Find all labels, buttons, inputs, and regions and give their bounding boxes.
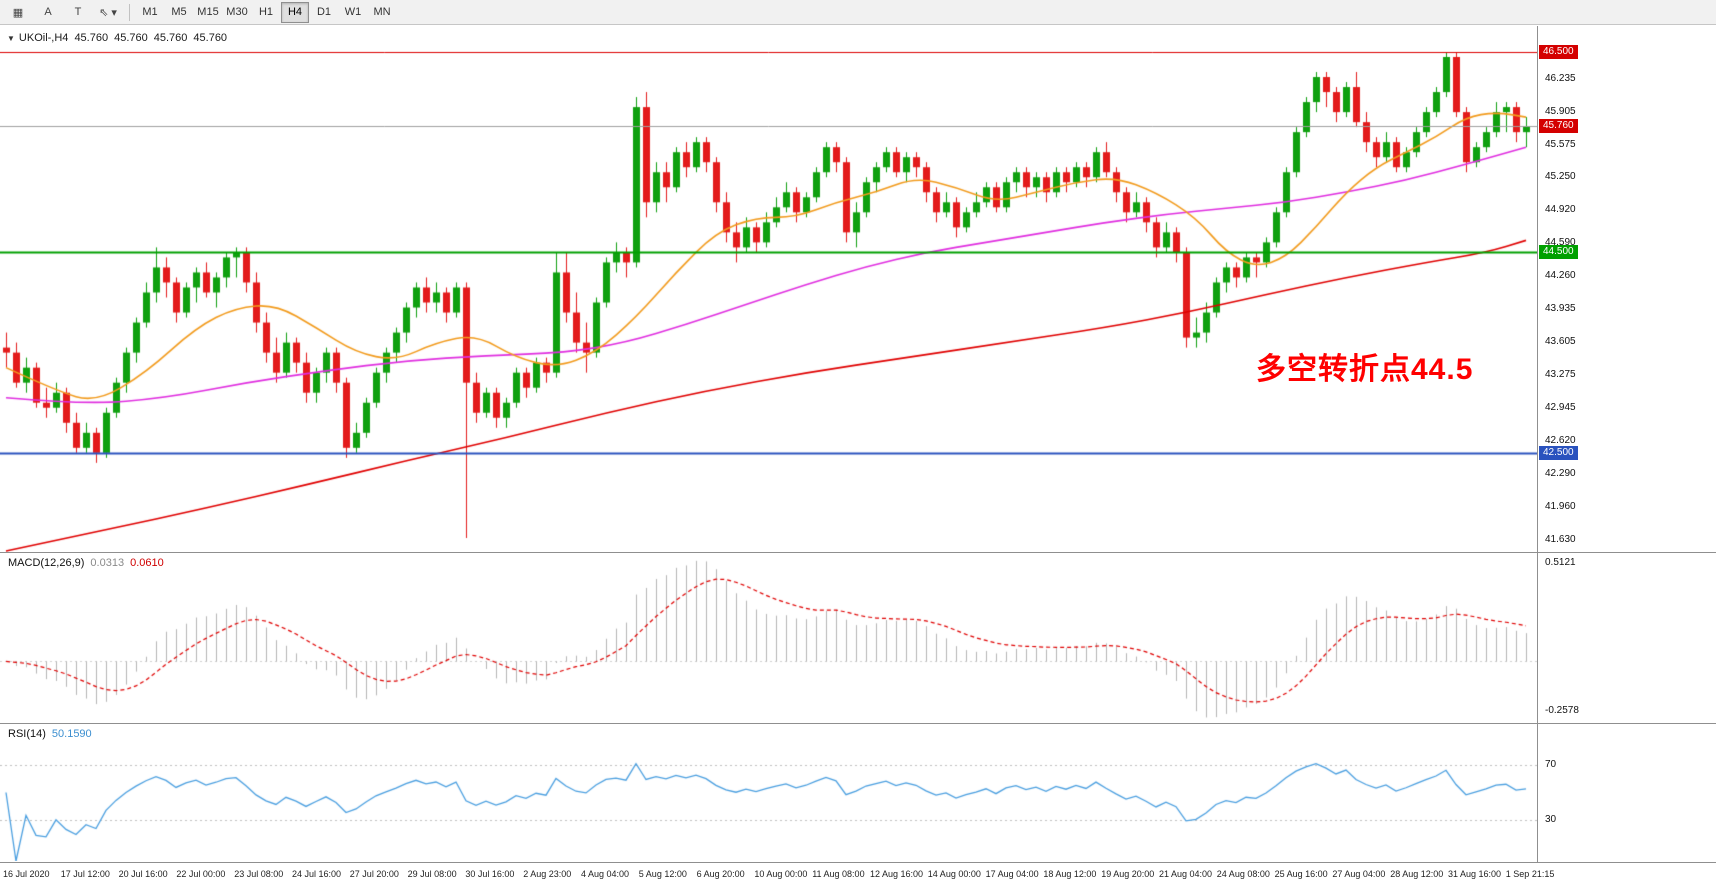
symbol-dropdown-icon[interactable]: ▼ [7,34,15,43]
time-axis-label: 10 Aug 00:00 [754,869,808,879]
toolbar-separator [129,3,130,21]
time-axis-label: 16 Jul 2020 [3,869,50,879]
timeframe-button-m5[interactable]: M5 [171,6,187,18]
macd-scale-max-label: 0.5121 [1545,557,1576,568]
price-axis-label: 45.575 [1545,138,1576,150]
time-axis-label: 20 Jul 16:00 [118,869,168,879]
time-axis-label: 14 Aug 00:00 [927,869,981,879]
price-axis-label: 42.290 [1545,467,1576,479]
time-axis-label: 4 Aug 04:00 [581,869,630,879]
timeframe-toolbar: M1 M5 M15 M30 H1 H4 D1 W1 MN [136,1,396,23]
panel-separator-rsi[interactable] [0,723,1716,724]
price-axis-label: 42.620 [1545,434,1576,446]
time-axis-label: 24 Aug 08:00 [1216,869,1270,879]
time-axis-label: 22 Jul 00:00 [176,869,226,879]
time-axis-label: 17 Aug 04:00 [985,869,1039,879]
time-axis-label: 27 Aug 04:00 [1332,869,1386,879]
price-axis-label: 41.960 [1545,500,1576,512]
price-axis-label: 43.605 [1545,336,1576,348]
macd-signal-value: 0.0610 [130,557,164,569]
time-axis-label: 11 Aug 08:00 [812,869,865,879]
bar-close-value: 45.760 [193,32,228,44]
timeframe-button-m30[interactable]: M30 [226,6,248,18]
rsi-value: 50.1590 [51,728,92,740]
macd-indicator-label: MACD(12,26,9) 0.0313 0.0610 [8,557,164,569]
macd-scale-min-label: -0.2578 [1545,705,1579,716]
price-tag-42.500: 42.500 [1539,445,1578,460]
price-axis-label: 42.945 [1545,402,1576,414]
toolbar-tools: ▦ A T ⇖ ▾ [3,2,123,23]
time-axis-label: 2 Aug 23:00 [523,869,572,879]
timeframe-button-h1[interactable]: H1 [258,6,274,18]
time-axis-label: 6 Aug 20:00 [696,869,745,879]
price-axis-label: 45.250 [1545,171,1576,183]
time-axis-label: 24 Jul 16:00 [292,869,342,879]
macd-main-value: 0.0313 [90,557,125,569]
price-axis-label: 44.260 [1545,270,1576,282]
price-axis-label: 44.920 [1545,204,1576,216]
time-axis-label: 30 Jul 16:00 [465,869,515,879]
rsi-name: RSI(14) [8,728,46,740]
time-axis-label: 17 Jul 12:00 [60,869,110,879]
time-axis-label: 29 Jul 08:00 [407,869,457,879]
time-axis-label: 18 Aug 12:00 [1043,869,1097,879]
time-axis-label: 19 Aug 20:00 [1101,869,1155,879]
tool-text-box-button[interactable]: T [74,6,82,18]
price-axis-label: 41.630 [1545,534,1576,545]
bar-high-value: 45.760 [114,32,148,44]
chart-symbol-info: ▼ UKOil-,H4 45.760 45.760 45.760 45.760 [7,32,227,44]
price-axis-label: 45.905 [1545,105,1576,117]
toolbar: ▦ A T ⇖ ▾ M1 M5 M15 M30 H1 H4 D1 W1 MN [0,0,1716,25]
timeframe-button-w1[interactable]: W1 [344,6,362,18]
rsi-level-70-label: 70 [1545,759,1557,770]
price-tag-44.500: 44.500 [1539,245,1578,260]
time-axis-label: 31 Aug 16:00 [1448,869,1502,879]
time-axis-label: 25 Aug 16:00 [1274,869,1328,879]
tool-charts-grid-button[interactable]: ▦ [12,6,24,19]
bar-low-value: 45.760 [153,32,188,44]
price-axis-label: 43.935 [1545,303,1576,315]
chart-annotation-text[interactable]: 多空转折点44.5 [1256,353,1474,386]
panel-separator-timeaxis [0,862,1716,863]
timeframe-button-m15[interactable]: M15 [197,6,219,18]
time-axis-label: 1 Sep 21:15 [1505,869,1555,879]
price-scale-border [1537,26,1538,863]
timeframe-button-m1[interactable]: M1 [142,6,158,18]
macd-panel-canvas[interactable] [0,553,1537,722]
rsi-indicator-label: RSI(14) 50.1590 [8,728,92,740]
timeframe-button-h4[interactable]: H4 [281,1,309,23]
macd-name: MACD(12,26,9) [8,557,85,569]
price-axis-label: 46.235 [1545,72,1576,84]
time-axis-label: 5 Aug 12:00 [638,869,687,879]
rsi-level-30-label: 30 [1545,814,1557,825]
rsi-panel-canvas[interactable] [0,724,1537,861]
price-tag-46.500: 46.500 [1539,45,1578,59]
price-tag-45.760: 45.760 [1539,119,1578,134]
main-chart-canvas[interactable] [0,26,1537,552]
bar-open-value: 45.760 [74,32,109,44]
panel-separator-macd[interactable] [0,552,1716,553]
time-axis-label: 23 Jul 08:00 [234,869,284,879]
time-axis-label: 28 Aug 12:00 [1390,869,1444,879]
time-axis-label: 12 Aug 16:00 [870,869,924,879]
price-axis-label: 43.275 [1545,369,1576,381]
price-axis-label: 44.590 [1545,237,1576,249]
time-axis[interactable]: 16 Jul 2020 17 Jul 12:00 20 Jul 16:00 22 Ju… [0,863,1716,895]
timeframe-button-mn[interactable]: MN [373,6,391,18]
time-axis-label: 21 Aug 04:00 [1159,869,1213,879]
timeframe-button-d1[interactable]: D1 [316,6,332,18]
time-axis-label: 27 Jul 20:00 [349,869,399,879]
tool-cursor-button[interactable]: ⇖ ▾ [99,6,117,19]
symbol-timeframe-label: UKOil-,H4 [18,32,69,44]
tool-text-annotation-button[interactable]: A [44,6,52,18]
